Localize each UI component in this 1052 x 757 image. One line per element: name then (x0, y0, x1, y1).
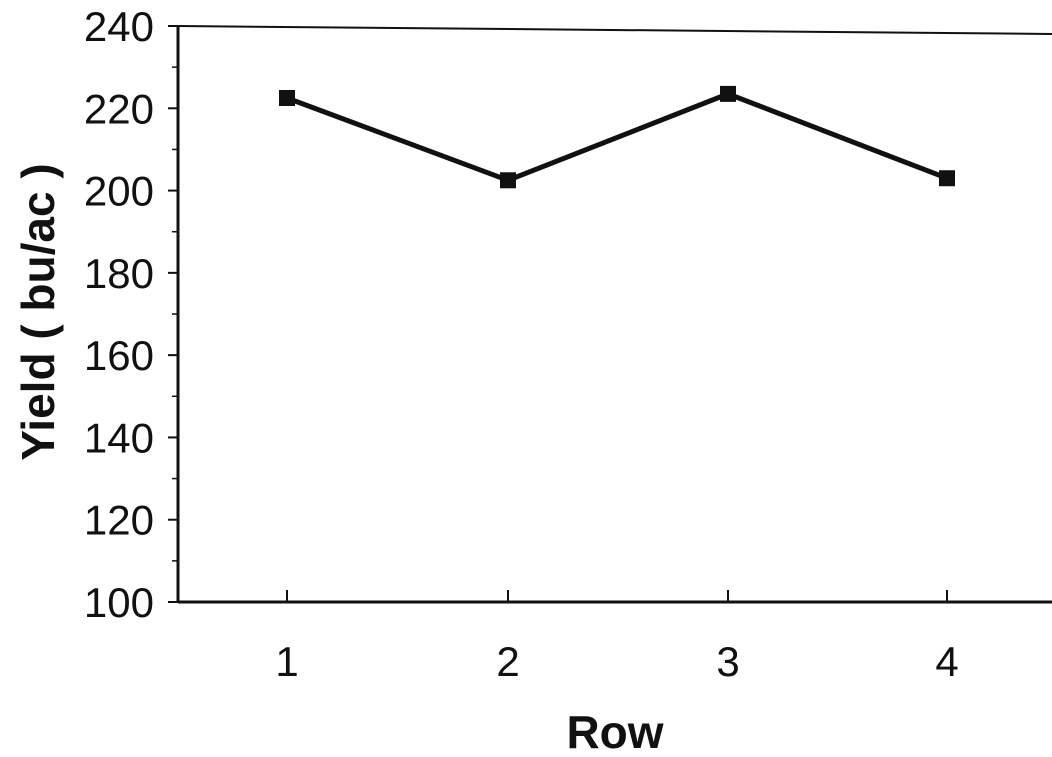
y-axis-ticks: 100 120 140 160 180 200 220 240 (84, 3, 178, 626)
y-tick-label: 200 (84, 168, 154, 215)
data-point-marker (939, 170, 955, 187)
top-frame-line (177, 25, 1052, 35)
series-line (286, 91, 948, 183)
y-tick-label: 100 (84, 579, 154, 626)
x-tick-label: 3 (716, 638, 739, 685)
x-tick-label: 1 (275, 638, 298, 685)
y-tick-label: 160 (84, 332, 154, 379)
y-tick-label: 180 (84, 250, 154, 297)
y-tick-label: 140 (84, 414, 154, 461)
data-point-marker (720, 85, 736, 102)
y-tick-label: 220 (84, 85, 154, 132)
x-tick-label: 4 (935, 638, 958, 685)
x-axis-ticks: 1 2 3 4 (275, 590, 959, 685)
x-tick-label: 2 (496, 638, 519, 685)
y-tick-label: 120 (84, 497, 154, 544)
plot-frame (176, 25, 1052, 604)
data-point-marker (500, 172, 516, 189)
markers-group (279, 85, 955, 189)
data-point-marker (279, 90, 295, 106)
series-group (286, 91, 948, 183)
y-tick-label: 240 (84, 3, 154, 50)
y-axis-title: Yield ( bu/ac ) (12, 163, 64, 460)
x-axis-title: Row (566, 706, 663, 757)
